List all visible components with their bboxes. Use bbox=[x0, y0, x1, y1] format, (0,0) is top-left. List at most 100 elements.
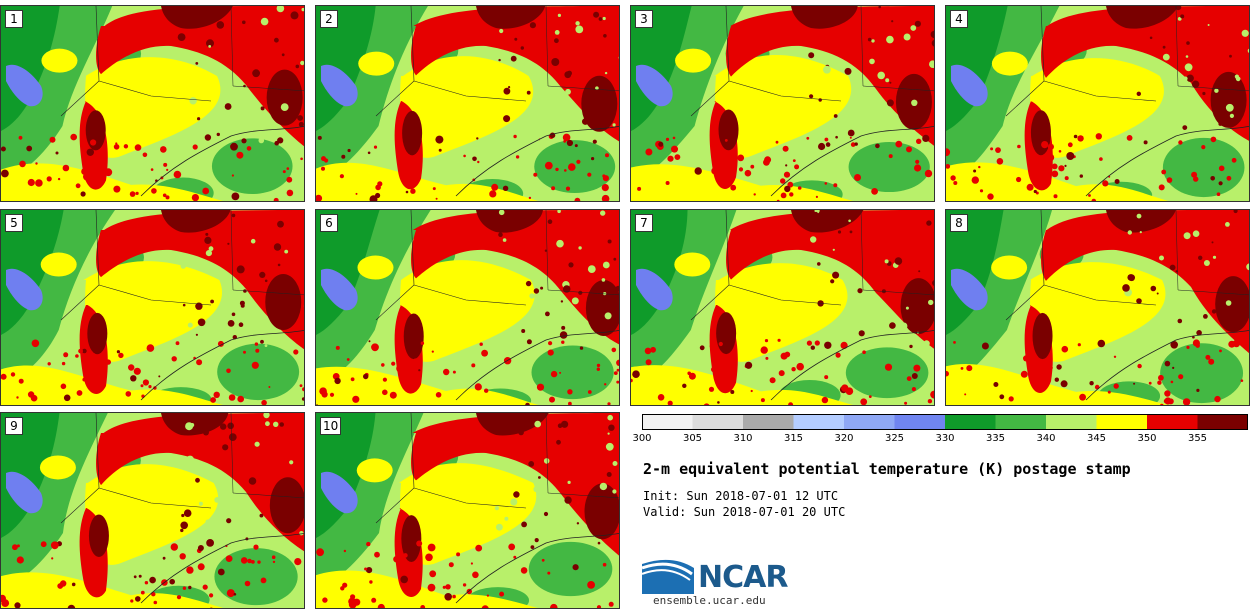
field-speckle bbox=[27, 178, 35, 187]
field-speckle bbox=[857, 288, 863, 294]
field-speckle bbox=[63, 352, 69, 358]
field-speckle bbox=[978, 165, 981, 169]
colorbar-segment-300 bbox=[642, 414, 693, 430]
field-speckle bbox=[427, 543, 436, 552]
field-speckle bbox=[260, 577, 267, 584]
field-speckle bbox=[188, 585, 192, 590]
field-speckle bbox=[911, 387, 916, 392]
field-speckle bbox=[133, 367, 141, 375]
field-speckle bbox=[260, 17, 269, 26]
field-speckle bbox=[456, 552, 461, 557]
field-speckle bbox=[35, 162, 38, 165]
field-speckle bbox=[1156, 292, 1159, 295]
stamp-panel-2[interactable]: 2 bbox=[315, 5, 620, 202]
stamp-panel-6[interactable]: 6 bbox=[315, 209, 620, 406]
field-speckle bbox=[1136, 257, 1143, 264]
field-speckle bbox=[849, 136, 852, 139]
field-speckle bbox=[197, 318, 206, 327]
field-speckle bbox=[575, 21, 580, 26]
field-speckle bbox=[368, 340, 371, 343]
member-label-2: 2 bbox=[320, 10, 338, 28]
stamp-panel-7[interactable]: 7 bbox=[630, 209, 935, 406]
stamp-panel-5[interactable]: 5 bbox=[0, 209, 305, 406]
field-speckle bbox=[561, 325, 566, 330]
field-speckle bbox=[1192, 339, 1200, 347]
field-speckle bbox=[470, 562, 473, 565]
field-region-yellow-central bbox=[85, 464, 219, 565]
field-speckle bbox=[282, 170, 286, 174]
stamp-panel-4[interactable]: 4 bbox=[945, 5, 1250, 202]
field-speckle bbox=[224, 103, 232, 110]
stamp-panel-9[interactable]: 9 bbox=[0, 412, 305, 609]
field-speckle bbox=[784, 185, 791, 193]
field-speckle bbox=[197, 545, 204, 551]
field-speckle bbox=[231, 312, 236, 317]
field-speckle bbox=[1182, 398, 1191, 405]
field-speckle bbox=[1203, 260, 1210, 266]
field-speckle bbox=[192, 144, 198, 150]
colorbar-tick-355: 355 bbox=[1187, 433, 1208, 444]
stamp-panel-8[interactable]: 8 bbox=[945, 209, 1250, 406]
field-region-dark-green bbox=[631, 6, 692, 131]
field-speckle bbox=[605, 442, 614, 451]
field-speckle bbox=[432, 187, 436, 191]
field-speckle bbox=[263, 413, 270, 419]
colorbar-segment-335 bbox=[995, 414, 1047, 430]
field-speckle bbox=[672, 136, 676, 140]
field-speckle bbox=[1158, 374, 1164, 381]
map-coastline bbox=[1085, 329, 1249, 401]
field-speckle bbox=[987, 193, 994, 200]
field-speckle bbox=[82, 348, 87, 354]
field-speckle bbox=[1073, 134, 1078, 139]
field-speckle bbox=[1157, 380, 1162, 385]
field-speckle bbox=[567, 480, 571, 484]
field-speckle bbox=[369, 195, 378, 201]
member-label-3: 3 bbox=[635, 10, 653, 28]
stamp-map-7 bbox=[631, 210, 934, 405]
field-speckle bbox=[1164, 390, 1171, 397]
field-speckle bbox=[1205, 354, 1211, 360]
field-speckle bbox=[567, 389, 573, 395]
field-speckle bbox=[166, 168, 169, 171]
field-speckle bbox=[1201, 145, 1206, 150]
field-speckle bbox=[809, 94, 814, 99]
field-speckle bbox=[688, 372, 696, 380]
field-speckle bbox=[884, 259, 889, 264]
field-speckle bbox=[99, 352, 107, 361]
field-speckle bbox=[431, 350, 434, 353]
field-speckle bbox=[1218, 165, 1225, 172]
field-speckle bbox=[1079, 174, 1083, 178]
field-speckle bbox=[444, 593, 452, 601]
stamp-panel-10[interactable]: 10 bbox=[315, 412, 620, 609]
field-speckle bbox=[744, 169, 752, 177]
field-speckle bbox=[895, 140, 903, 148]
field-region-dark-green bbox=[316, 210, 380, 335]
field-speckle bbox=[520, 567, 528, 574]
field-speckle bbox=[901, 124, 905, 129]
field-speckle bbox=[612, 123, 616, 127]
field-speckle bbox=[645, 148, 653, 156]
field-lake bbox=[321, 64, 358, 107]
field-region-dark-red-n bbox=[1106, 210, 1176, 233]
field-speckle bbox=[173, 170, 182, 179]
field-speckle bbox=[644, 347, 652, 355]
field-speckle bbox=[1211, 241, 1214, 244]
field-speckle bbox=[247, 558, 252, 564]
field-speckle bbox=[833, 183, 838, 188]
stamp-panel-1[interactable]: 1 bbox=[0, 5, 305, 202]
field-speckle bbox=[499, 591, 505, 597]
field-speckle bbox=[824, 375, 829, 380]
field-speckle bbox=[26, 145, 33, 152]
field-speckle bbox=[667, 155, 674, 162]
field-speckle bbox=[238, 322, 244, 327]
field-speckle bbox=[724, 139, 728, 142]
field-speckle bbox=[730, 184, 737, 191]
field-speckle bbox=[222, 444, 229, 451]
field-speckle bbox=[1089, 381, 1094, 386]
field-speckle bbox=[618, 544, 619, 546]
field-speckle bbox=[1225, 300, 1232, 306]
field-speckle bbox=[416, 155, 419, 158]
stamp-panel-3[interactable]: 3 bbox=[630, 5, 935, 202]
field-speckle bbox=[175, 341, 180, 346]
field-speckle bbox=[718, 341, 723, 347]
